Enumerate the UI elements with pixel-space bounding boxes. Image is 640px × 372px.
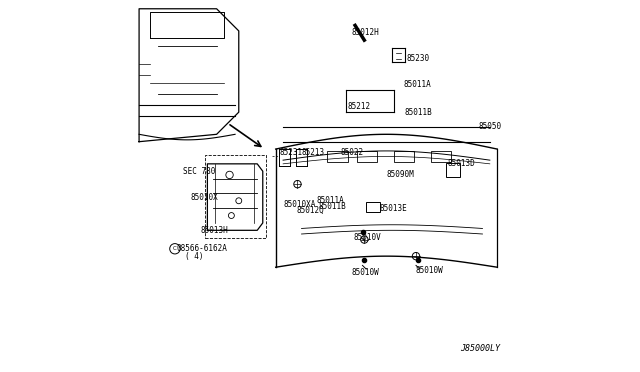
Text: 85010X: 85010X	[190, 193, 218, 202]
Text: 85012Q: 85012Q	[296, 205, 324, 215]
Text: 85011B: 85011B	[318, 202, 346, 211]
Text: 85011A: 85011A	[316, 196, 344, 205]
Text: 85050: 85050	[479, 122, 502, 131]
Text: ( 4): ( 4)	[185, 251, 204, 261]
Text: 85231: 85231	[280, 148, 303, 157]
Text: 85022: 85022	[340, 148, 364, 157]
Text: C: C	[173, 246, 177, 251]
Text: 85090M: 85090M	[387, 170, 414, 179]
Text: 85010XA: 85010XA	[283, 200, 316, 209]
Text: 85013H: 85013H	[200, 226, 228, 235]
Text: 85010W: 85010W	[351, 268, 379, 277]
Text: 85012H: 85012H	[351, 28, 379, 37]
Bar	[445, 163, 460, 177]
Text: SEC 780: SEC 780	[184, 167, 216, 176]
Text: 85013E: 85013E	[379, 203, 407, 213]
Text: 85013D: 85013D	[447, 159, 475, 169]
Bar	[205, 155, 266, 238]
Bar	[357, 151, 377, 162]
Bar	[394, 151, 414, 162]
Bar	[328, 151, 348, 162]
Text: 85212: 85212	[348, 102, 371, 111]
Bar	[366, 202, 380, 212]
Text: J85000LY: J85000LY	[460, 344, 500, 353]
Text: 85010W: 85010W	[416, 266, 444, 275]
Text: 85230: 85230	[407, 54, 430, 63]
Text: 85010V: 85010V	[353, 233, 381, 242]
Text: 85011A: 85011A	[403, 80, 431, 89]
Text: 08566-6162A: 08566-6162A	[176, 244, 227, 253]
Bar	[431, 151, 451, 162]
Text: 85213: 85213	[301, 148, 324, 157]
Text: 85011B: 85011B	[405, 108, 433, 117]
